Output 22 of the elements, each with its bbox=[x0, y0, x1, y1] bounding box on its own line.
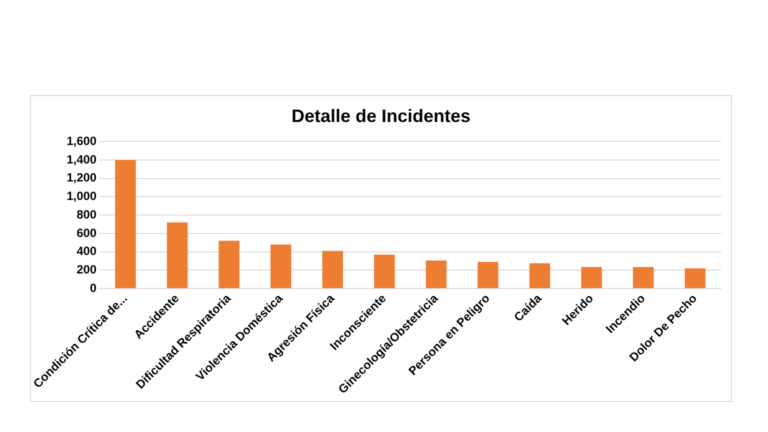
y-tick-label: 1,600 bbox=[66, 134, 97, 148]
bar bbox=[374, 254, 395, 288]
y-tick-label: 400 bbox=[76, 244, 97, 258]
bar bbox=[322, 250, 343, 288]
bar bbox=[115, 160, 136, 288]
bar bbox=[478, 262, 498, 288]
bar bbox=[684, 268, 706, 288]
bar bbox=[218, 240, 240, 288]
y-tick-label: 600 bbox=[76, 226, 97, 240]
bar bbox=[529, 263, 550, 288]
y-tick-label: 0 bbox=[90, 280, 97, 295]
y-tick-label: 1,000 bbox=[66, 189, 97, 204]
y-tick-label: 1,400 bbox=[66, 152, 97, 166]
bar bbox=[632, 266, 654, 288]
bar bbox=[166, 222, 188, 288]
bar bbox=[270, 244, 292, 288]
y-tick-label: 200 bbox=[76, 262, 97, 277]
bar bbox=[426, 260, 447, 288]
y-tick-label: 800 bbox=[76, 207, 97, 222]
chart-title: Detalle de Incidentes bbox=[291, 106, 471, 126]
bar bbox=[581, 266, 602, 288]
y-tick-label: 1,200 bbox=[66, 170, 97, 185]
